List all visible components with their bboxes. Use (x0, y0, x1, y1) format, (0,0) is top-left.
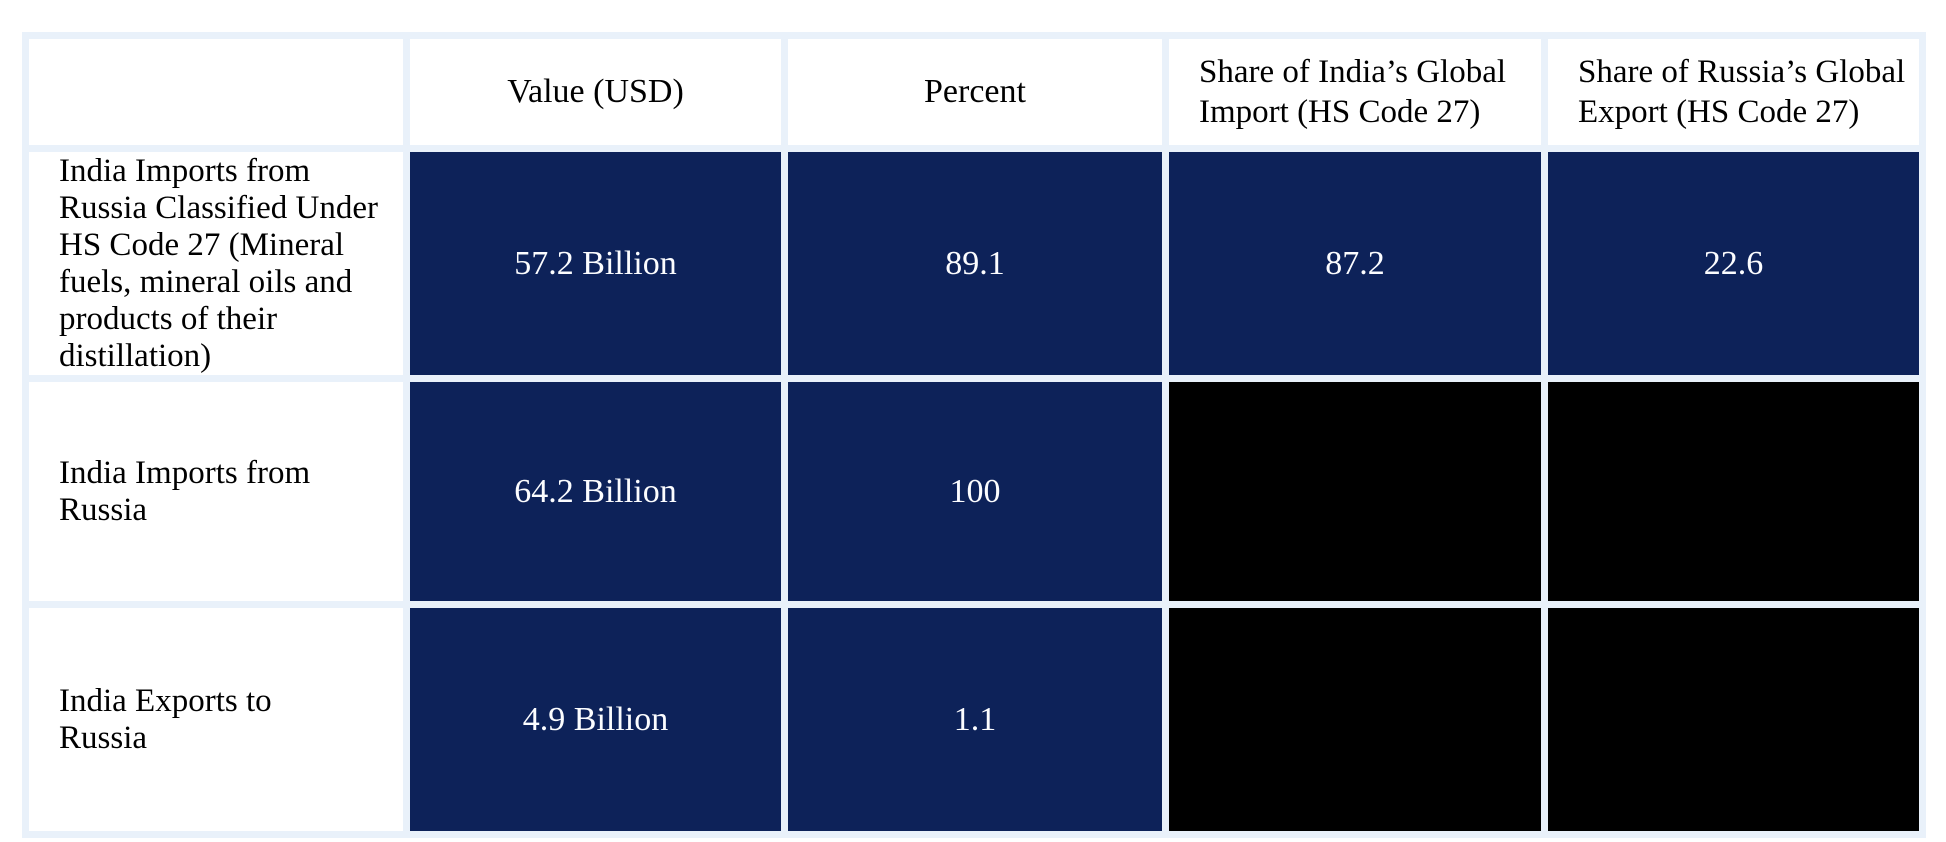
empty-black-cell-exports-share-india (1169, 608, 1541, 831)
empty-black-cell-exports-share-russia (1548, 608, 1919, 831)
india-russia-trade-table: Value (USD) Percent Share of India’s Glo… (22, 32, 1926, 838)
value-cell-exports-percent: 1.1 (788, 608, 1162, 831)
header-empty-cell (29, 39, 403, 145)
empty-black-cell-imports-share-india (1169, 382, 1541, 601)
value-text: 64.2 Billion (514, 472, 677, 510)
value-cell-imports-percent: 100 (788, 382, 1162, 601)
value-text: 22.6 (1703, 244, 1764, 282)
row-label-india-imports-from-russia: India Imports from Russia (29, 382, 403, 601)
empty-black-cell-imports-share-russia (1548, 382, 1919, 601)
header-percent: Percent (788, 39, 1162, 145)
header-share-russia-global-export-label: Share of Russia’s Global Export (HS Code… (1578, 54, 1906, 130)
header-share-india-global-import-label: Share of India’s Global Import (HS Code … (1199, 54, 1507, 130)
row-label-text: India Exports to Russia (59, 682, 272, 756)
row-label-india-exports-to-russia: India Exports to Russia (29, 608, 403, 831)
row-label-text: India Imports from Russia (59, 454, 311, 528)
value-text: 89.1 (945, 244, 1005, 282)
value-text: 57.2 Billion (514, 244, 677, 282)
header-share-india-global-import: Share of India’s Global Import (HS Code … (1169, 39, 1541, 145)
value-cell-hs27-percent: 89.1 (788, 152, 1162, 375)
value-cell-hs27-share-russia-export: 22.6 (1548, 152, 1919, 375)
value-text: 4.9 Billion (522, 700, 669, 738)
value-cell-hs27-value-usd: 57.2 Billion (410, 152, 781, 375)
header-percent-label: Percent (924, 73, 1026, 110)
value-text: 100 (949, 472, 1001, 510)
value-text: 1.1 (953, 700, 997, 738)
value-cell-imports-value-usd: 64.2 Billion (410, 382, 781, 601)
header-value-usd-label: Value (USD) (507, 73, 684, 110)
header-value-usd: Value (USD) (410, 39, 781, 145)
row-label-text: India Imports from Russia Classified Und… (59, 152, 378, 374)
value-cell-exports-value-usd: 4.9 Billion (410, 608, 781, 831)
row-label-hs-code-27-imports: India Imports from Russia Classified Und… (29, 152, 403, 375)
value-cell-hs27-share-india-import: 87.2 (1169, 152, 1541, 375)
value-text: 87.2 (1325, 244, 1385, 282)
header-share-russia-global-export: Share of Russia’s Global Export (HS Code… (1548, 39, 1919, 145)
